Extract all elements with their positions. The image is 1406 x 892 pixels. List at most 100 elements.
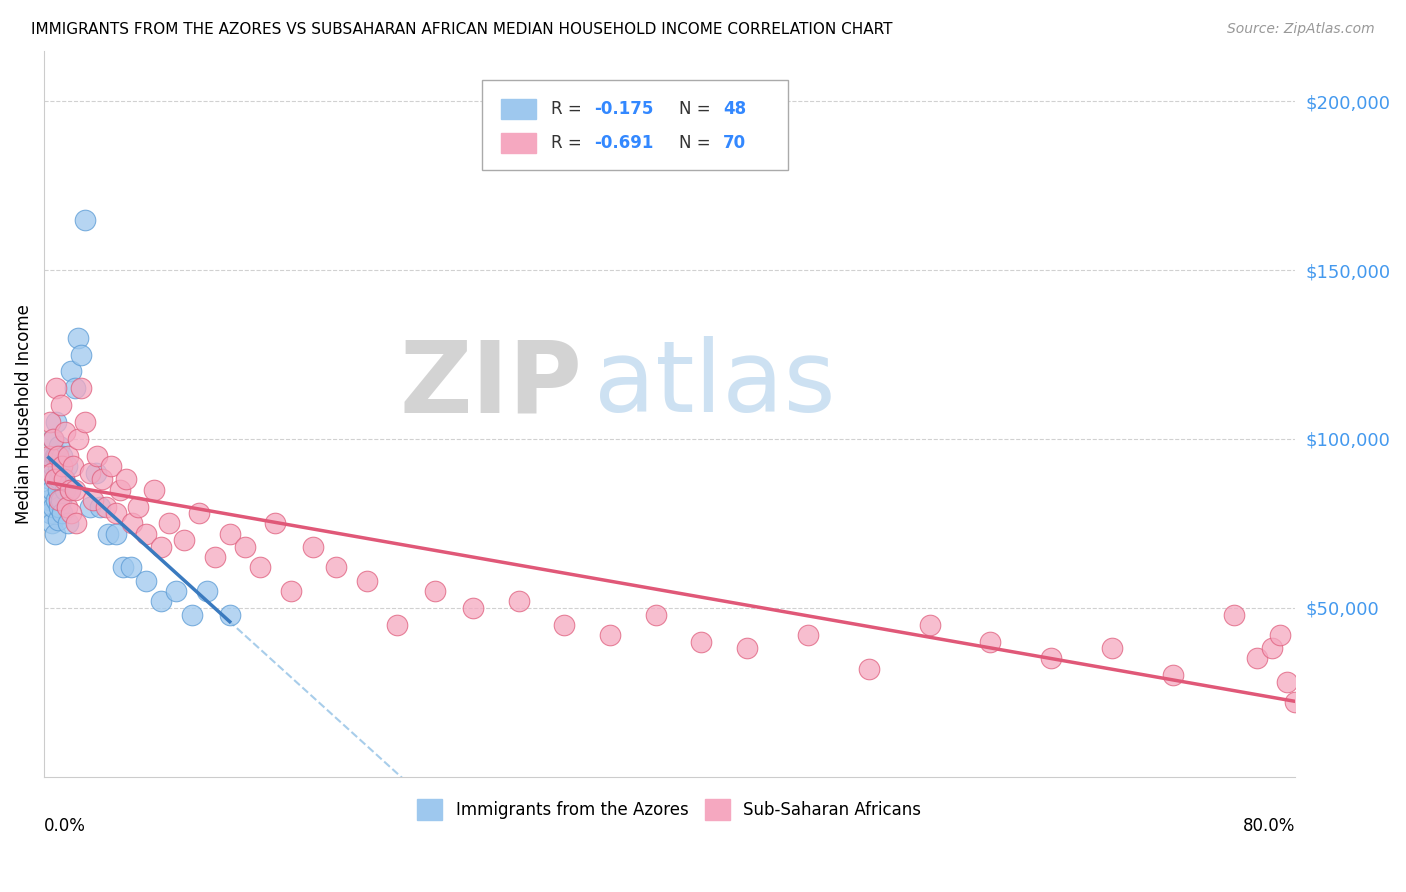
Point	[1246, 651, 1268, 665]
Point	[120, 560, 142, 574]
Point	[55, 483, 77, 497]
Point	[60, 364, 83, 378]
Point	[46, 449, 69, 463]
Point	[79, 500, 101, 514]
Point	[44, 473, 66, 487]
Point	[180, 607, 202, 622]
Point	[166, 583, 188, 598]
Point	[49, 398, 72, 412]
Point	[797, 628, 820, 642]
Point	[858, 662, 880, 676]
Point	[42, 432, 65, 446]
Point	[45, 492, 67, 507]
Point	[44, 526, 66, 541]
Point	[115, 473, 138, 487]
Point	[325, 560, 347, 574]
Point	[690, 634, 713, 648]
Point	[38, 449, 60, 463]
Text: 80.0%: 80.0%	[1243, 816, 1295, 835]
Point	[553, 617, 575, 632]
Point	[65, 516, 87, 531]
Point	[188, 506, 211, 520]
Point	[56, 500, 79, 514]
Point	[42, 432, 65, 446]
Point	[86, 449, 108, 463]
Point	[48, 500, 70, 514]
Point	[90, 473, 112, 487]
Point	[49, 492, 72, 507]
Point	[45, 449, 67, 463]
Point	[42, 458, 65, 473]
Point	[233, 540, 256, 554]
Point	[100, 458, 122, 473]
Point	[918, 617, 941, 632]
Point	[60, 506, 83, 520]
Point	[52, 473, 75, 487]
Point	[218, 607, 240, 622]
Text: ZIP: ZIP	[399, 336, 582, 434]
Point	[280, 583, 302, 598]
Point	[45, 415, 67, 429]
Point	[135, 574, 157, 588]
Point	[463, 600, 485, 615]
Point	[48, 439, 70, 453]
Point	[44, 449, 66, 463]
Point	[66, 331, 89, 345]
Point	[75, 212, 97, 227]
Point	[42, 500, 65, 514]
Point	[39, 473, 62, 487]
Point	[52, 473, 75, 487]
Point	[104, 506, 127, 520]
Text: -0.175: -0.175	[595, 100, 654, 118]
Point	[1161, 668, 1184, 682]
Point	[1268, 628, 1291, 642]
Point	[644, 607, 666, 622]
Point	[735, 641, 758, 656]
Point	[157, 516, 180, 531]
Point	[75, 415, 97, 429]
Point	[69, 381, 91, 395]
Point	[1261, 641, 1284, 656]
Point	[142, 483, 165, 497]
Point	[112, 560, 135, 574]
Point	[249, 560, 271, 574]
Point	[51, 458, 73, 473]
Point	[1101, 641, 1123, 656]
Point	[84, 466, 107, 480]
Text: Source: ZipAtlas.com: Source: ZipAtlas.com	[1227, 22, 1375, 37]
Bar	[501, 99, 536, 119]
Point	[1223, 607, 1246, 622]
Point	[58, 516, 80, 531]
Point	[39, 506, 62, 520]
Text: N =: N =	[679, 134, 716, 152]
Point	[127, 500, 149, 514]
Point	[173, 533, 195, 548]
Point	[150, 594, 173, 608]
Point	[46, 458, 69, 473]
Point	[96, 500, 118, 514]
Point	[1284, 695, 1306, 709]
Point	[48, 492, 70, 507]
Point	[49, 466, 72, 480]
Point	[63, 381, 86, 395]
Text: R =: R =	[551, 134, 586, 152]
Point	[979, 634, 1001, 648]
Text: R =: R =	[551, 100, 586, 118]
Point	[508, 594, 530, 608]
Point	[56, 458, 79, 473]
Point	[62, 458, 84, 473]
Text: atlas: atlas	[595, 336, 837, 434]
Point	[356, 574, 378, 588]
Point	[423, 583, 446, 598]
Point	[41, 483, 63, 497]
Point	[302, 540, 325, 554]
Point	[41, 466, 63, 480]
Legend: Immigrants from the Azores, Sub-Saharan Africans: Immigrants from the Azores, Sub-Saharan …	[411, 793, 928, 826]
Point	[51, 449, 73, 463]
Text: 70: 70	[723, 134, 747, 152]
Point	[59, 483, 82, 497]
Point	[66, 432, 89, 446]
Y-axis label: Median Household Income: Median Household Income	[15, 303, 32, 524]
Bar	[501, 133, 536, 153]
Point	[135, 526, 157, 541]
